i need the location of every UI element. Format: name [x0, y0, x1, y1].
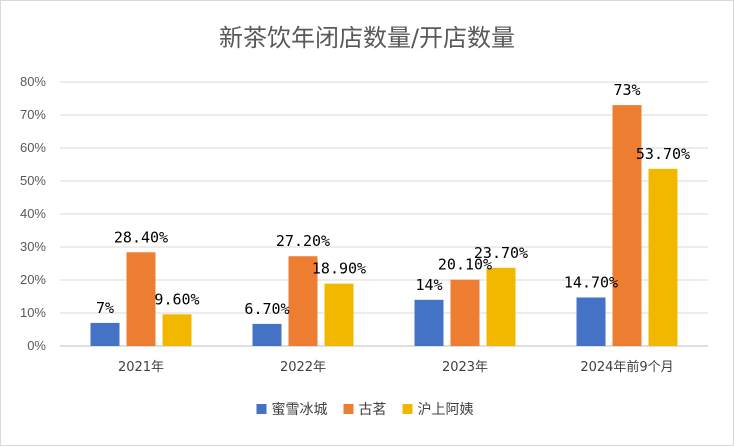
bar — [324, 283, 354, 346]
x-category-label: 2023年 — [442, 360, 488, 375]
bar — [486, 267, 516, 346]
bar — [162, 314, 192, 346]
x-category-label: 2024年前9个月 — [580, 359, 673, 375]
bar — [450, 279, 480, 346]
legend-label: 沪上阿姨 — [418, 402, 474, 418]
bar — [126, 252, 156, 346]
data-label: 14.70% — [564, 273, 618, 291]
legend-swatch — [343, 404, 354, 414]
legend-swatch — [256, 404, 267, 414]
data-label: 53.70% — [636, 145, 690, 163]
legend: 蜜雪冰城 古茗 沪上阿姨 — [256, 402, 474, 418]
y-tick-label: 10% — [20, 305, 46, 320]
bar — [90, 322, 120, 346]
y-tick-label: 60% — [20, 140, 46, 155]
bar — [252, 323, 282, 346]
y-tick-label: 50% — [20, 173, 46, 188]
y-tick-label: 0% — [27, 338, 46, 353]
y-axis-ticks: 0% 10% 20% 30% 40% 50% 60% 70% 80% — [20, 74, 46, 353]
data-label: 20.10% — [438, 256, 492, 274]
bar — [576, 297, 606, 346]
data-label: 9.60% — [154, 290, 199, 308]
y-tick-label: 40% — [20, 206, 46, 221]
x-category-label: 2022年 — [280, 360, 326, 375]
data-label: 27.20% — [276, 232, 330, 250]
data-label: 18.90% — [312, 260, 366, 278]
y-tick-label: 20% — [20, 272, 46, 287]
bar — [648, 168, 678, 346]
bar — [288, 256, 318, 346]
data-label: 23.70% — [474, 244, 528, 262]
chart-title: 新茶饮年闭店数量/开店数量 — [219, 24, 515, 52]
legend-label: 蜜雪冰城 — [272, 402, 328, 418]
y-tick-label: 30% — [20, 239, 46, 254]
data-label: 6.70% — [244, 300, 289, 318]
data-labels: 7% 28.40% 9.60% 6.70% 27.20% 18.90% 14% 20.10%2… — [96, 81, 690, 318]
y-tick-label: 80% — [20, 74, 46, 89]
data-label: 73% — [613, 81, 640, 99]
legend-label: 古茗 — [359, 402, 387, 418]
data-label: 28.40% — [114, 228, 168, 246]
data-label: 14% — [415, 276, 442, 294]
x-axis-categories: 2021年 2022年 2023年 2024年前9个月 — [118, 359, 674, 375]
bars — [90, 105, 678, 346]
y-tick-label: 70% — [20, 107, 46, 122]
legend-swatch — [402, 404, 413, 414]
bar — [414, 299, 444, 346]
x-category-label: 2021年 — [118, 360, 164, 375]
data-label: 7% — [96, 299, 114, 317]
bar — [612, 105, 642, 346]
